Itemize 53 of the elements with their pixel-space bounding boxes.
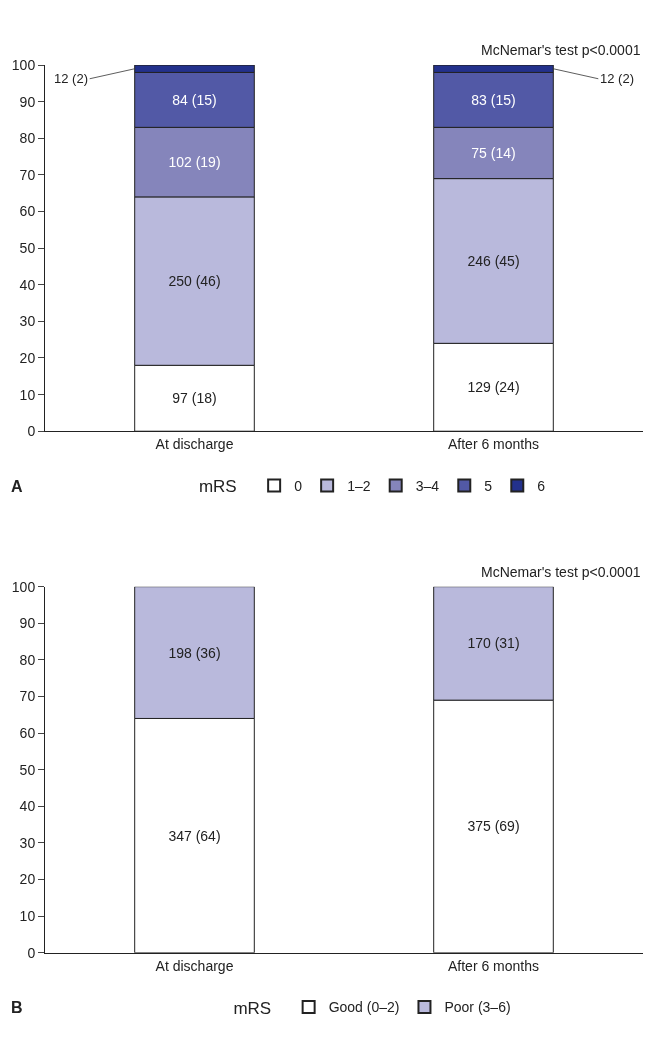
y-tick-label: 40 xyxy=(19,276,36,293)
y-tick-label: 100 xyxy=(11,578,36,595)
y-tick-label: 30 xyxy=(19,313,36,330)
legend-label: 6 xyxy=(537,477,546,494)
legend-label: 1–2 xyxy=(347,477,371,494)
data-label: 12 (2) xyxy=(54,71,88,86)
legend-label: 3–4 xyxy=(415,477,440,494)
y-tick-label: 70 xyxy=(19,688,36,705)
x-tick-label: After 6 months xyxy=(447,957,540,974)
data-label: 84 (15) xyxy=(172,91,217,108)
text: B xyxy=(11,999,23,1016)
legend-title: mRS xyxy=(233,998,281,1018)
data-label: 75 (14) xyxy=(471,144,516,161)
data-label: 375 (69) xyxy=(467,818,520,835)
y-tick-label: 50 xyxy=(19,240,36,257)
data-label: 250 (46) xyxy=(168,273,221,290)
data-label: 170 (31) xyxy=(467,635,520,652)
y-tick-label: 20 xyxy=(19,349,36,366)
y-tick-label: 90 xyxy=(19,93,36,110)
y-tick-label: 60 xyxy=(19,725,36,742)
y-tick-label: 80 xyxy=(19,651,36,668)
y-tick-label: 10 xyxy=(19,908,36,925)
y-tick-label: 80 xyxy=(19,130,36,147)
y-tick-label: 90 xyxy=(19,615,36,632)
y-tick-label: 50 xyxy=(19,761,36,778)
y-tick-label: 100 xyxy=(11,57,36,74)
y-tick-label: 10 xyxy=(19,386,36,403)
y-tick-label: 0 xyxy=(27,944,36,961)
legend-label: 5 xyxy=(484,477,493,494)
data-label: 347 (64) xyxy=(168,827,221,844)
text: A xyxy=(11,478,23,495)
legend-title: mRS xyxy=(198,476,247,496)
y-tick-label: 30 xyxy=(19,834,36,851)
data-label: 198 (36) xyxy=(168,644,221,661)
x-tick-label: After 6 months xyxy=(447,436,540,452)
legend-label: 0 xyxy=(294,477,303,494)
y-tick-label: 0 xyxy=(27,423,36,440)
y-tick-label: 70 xyxy=(19,166,36,183)
data-label: 12 (2) xyxy=(600,71,634,86)
data-label: 83 (15) xyxy=(471,91,516,108)
y-tick-label: 20 xyxy=(19,871,36,888)
data-label: 129 (24) xyxy=(467,379,520,396)
data-label: 97 (18) xyxy=(172,390,217,407)
x-tick-label: At discharge xyxy=(155,957,234,974)
data-label: 102 (19) xyxy=(168,154,221,171)
legend-label: Good (0–2) xyxy=(328,999,400,1016)
legend-label: Poor (3–6) xyxy=(444,999,511,1016)
data-label: 246 (45) xyxy=(467,252,520,269)
x-tick-label: At discharge xyxy=(155,436,234,452)
y-tick-label: 40 xyxy=(19,798,36,815)
text: McNemar's test p<0.0001 xyxy=(481,42,641,58)
y-tick-label: 60 xyxy=(19,203,36,220)
text: McNemar's test p<0.0001 xyxy=(481,564,641,580)
